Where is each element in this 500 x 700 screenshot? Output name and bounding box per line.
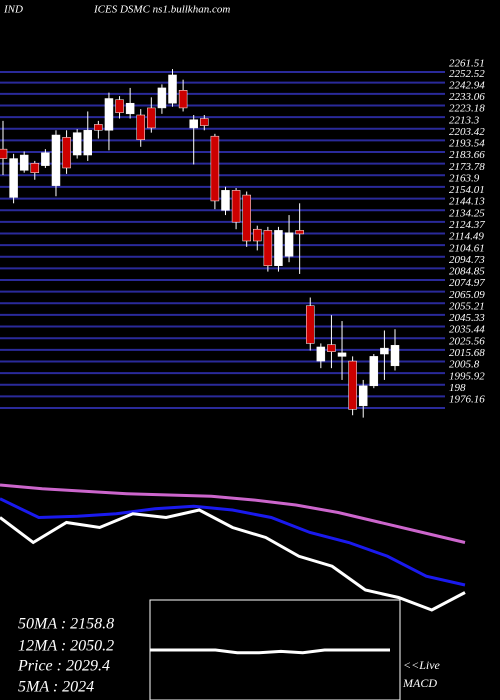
y-tick-label: 2154.01 bbox=[449, 184, 485, 196]
y-tick-label: 198 bbox=[449, 382, 466, 394]
candle-body bbox=[327, 344, 336, 352]
y-tick-label: 2223.18 bbox=[449, 103, 485, 115]
candle-body bbox=[337, 352, 347, 357]
y-tick-label: 2015.68 bbox=[449, 347, 485, 359]
y-tick-label: 2104.61 bbox=[449, 242, 485, 254]
y-tick-label: 2035.44 bbox=[449, 324, 485, 336]
y-tick-label: 2025.56 bbox=[449, 335, 485, 347]
annotation: 50MA : 2158.8 bbox=[18, 616, 114, 633]
y-tick-label: 2163.9 bbox=[449, 172, 480, 184]
candle-body bbox=[9, 158, 18, 198]
y-tick-label: 2074.97 bbox=[449, 277, 485, 289]
candle-body bbox=[358, 385, 368, 407]
y-tick-label: 2261.51 bbox=[449, 58, 485, 70]
candle-body bbox=[369, 356, 379, 387]
y-tick-label: 2144.13 bbox=[449, 196, 485, 208]
candle-body bbox=[200, 118, 209, 126]
candle-body bbox=[231, 190, 241, 223]
y-tick-label: 2005.8 bbox=[449, 359, 480, 371]
candle-body bbox=[348, 360, 357, 410]
y-tick-label: 2233.06 bbox=[449, 91, 485, 103]
candle-body bbox=[147, 107, 156, 129]
candle-body bbox=[83, 130, 93, 156]
series-line bbox=[0, 497, 466, 587]
candle-body bbox=[253, 228, 262, 242]
candle-body bbox=[242, 194, 251, 242]
candle-body bbox=[0, 148, 8, 159]
candle-body bbox=[94, 124, 103, 131]
candle-body bbox=[221, 190, 230, 211]
y-tick-label: 2203.42 bbox=[449, 126, 485, 138]
y-tick-label: 2183.66 bbox=[449, 149, 485, 161]
candle-body bbox=[125, 102, 135, 115]
candle-body bbox=[41, 152, 50, 166]
y-tick-label: 2045.33 bbox=[449, 312, 485, 324]
candle-body bbox=[168, 74, 177, 104]
candle-body bbox=[189, 119, 198, 129]
annotation: <<Live bbox=[403, 658, 441, 672]
candle-body bbox=[316, 346, 326, 362]
candle-body bbox=[284, 232, 294, 257]
candle-body bbox=[178, 90, 188, 109]
chart-title: IND bbox=[3, 4, 23, 16]
y-tick-label: 2252.52 bbox=[449, 68, 485, 80]
y-tick-label: 2065.09 bbox=[449, 289, 485, 301]
candle-body bbox=[274, 230, 283, 266]
candle-body bbox=[136, 114, 145, 140]
annotation: Price : 2029.4 bbox=[17, 658, 110, 675]
candle-body bbox=[72, 132, 82, 156]
y-tick-label: 1976.16 bbox=[449, 394, 485, 406]
candle-body bbox=[62, 137, 71, 169]
candle-body bbox=[157, 87, 167, 109]
y-tick-label: 2213.3 bbox=[449, 114, 480, 126]
y-tick-label: 2124.37 bbox=[449, 219, 485, 231]
y-tick-label: 2114.49 bbox=[449, 231, 484, 243]
y-tick-label: 2084.85 bbox=[449, 266, 485, 278]
candle-body bbox=[115, 99, 124, 113]
y-tick-label: 2094.73 bbox=[449, 254, 485, 266]
candle-body bbox=[19, 154, 29, 171]
candle-body bbox=[380, 347, 389, 355]
annotation: 12MA : 2050.2 bbox=[18, 638, 114, 655]
series-line bbox=[0, 508, 466, 612]
y-tick-label: 2242.94 bbox=[449, 79, 485, 91]
candle-body bbox=[210, 135, 220, 202]
y-tick-label: 2193.54 bbox=[449, 138, 485, 150]
series-line bbox=[0, 483, 466, 544]
y-tick-label: 2173.78 bbox=[449, 161, 485, 173]
y-tick-label: 2055.21 bbox=[449, 300, 485, 312]
candle-body bbox=[305, 305, 315, 344]
candle-body bbox=[51, 134, 61, 186]
annotation: 5MA : 2024 bbox=[18, 679, 94, 696]
chart-subtitle: ICES DSMC ns1.bullkhan.com bbox=[93, 4, 230, 16]
candle-body bbox=[104, 98, 114, 131]
series-line bbox=[150, 648, 390, 655]
candle-body bbox=[295, 230, 304, 235]
y-tick-label: 2134.25 bbox=[449, 207, 485, 219]
candle-body bbox=[390, 345, 400, 367]
annotation: MACD bbox=[402, 676, 437, 690]
candle-body bbox=[30, 163, 40, 173]
candle-body bbox=[263, 230, 273, 266]
y-tick-label: 1995.92 bbox=[449, 370, 485, 382]
